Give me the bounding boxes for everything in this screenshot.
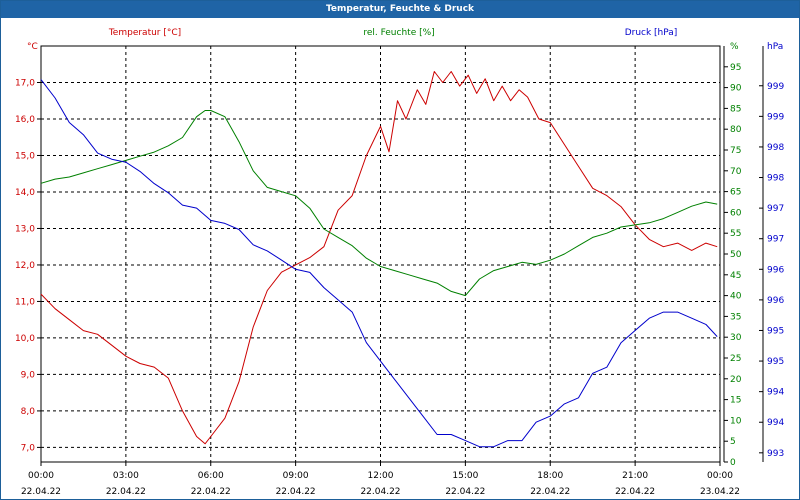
temperature-tick-label: 7,0 (21, 443, 36, 453)
pressure-tick-label: 998 (767, 143, 784, 153)
humidity-tick-label: 10 (730, 416, 742, 426)
humidity-tick-label: 50 (730, 250, 742, 260)
x-tick-label-time: 12:00 (368, 471, 394, 481)
humidity-tick-label: 80 (730, 125, 742, 135)
humidity-tick-label: 25 (730, 354, 741, 364)
x-tick-label-time: 21:00 (622, 471, 648, 481)
chart-labels: 00:00 22.04.22 03:00 22.04.22 06:00 22.04.22 0… (15, 28, 784, 497)
x-tick-label-time: 06:00 (198, 471, 224, 481)
humidity-tick-label: 70 (730, 167, 742, 177)
humidity-tick-label: 35 (730, 312, 741, 322)
pressure-unit-label: hPa (767, 42, 783, 52)
humidity-tick-label: 95 (730, 63, 741, 73)
humidity-series-line (40, 110, 718, 297)
x-tick-label-time: 00:00 (707, 471, 733, 481)
x-tick-label-date: 22.04.22 (445, 487, 485, 497)
x-tick-label-date: 22.04.22 (530, 487, 570, 497)
pressure-tick-label: 997 (767, 204, 784, 214)
temperature-tick-label: 13,0 (15, 224, 35, 234)
temperature-series-line (40, 71, 718, 445)
line-chart: 00:00 22.04.22 03:00 22.04.22 06:00 22.04.22 0… (15, 28, 784, 497)
humidity-tick-label: 85 (730, 104, 741, 114)
humidity-tick-label: 60 (730, 208, 742, 218)
x-tick-label-date: 22.04.22 (106, 487, 146, 497)
x-tick-label-date: 22.04.22 (191, 487, 231, 497)
pressure-tick-label: 996 (767, 296, 784, 306)
pressure-tick-label: 999 (767, 112, 784, 122)
x-tick-label-time: 09:00 (283, 471, 309, 481)
humidity-tick-label: 15 (730, 396, 741, 406)
x-tick-label-date: 22.04.22 (276, 487, 316, 497)
temperature-tick-label: 16,0 (15, 115, 35, 125)
temperature-tick-label: 11,0 (15, 297, 35, 307)
x-tick-label-time: 03:00 (113, 471, 139, 481)
pressure-tick-label: 995 (767, 357, 784, 367)
plot-area (40, 45, 721, 463)
temperature-tick-label: 15,0 (15, 151, 35, 161)
pressure-tick-label: 994 (767, 388, 784, 398)
humidity-tick-label: 75 (730, 146, 741, 156)
temperature-tick-label: 14,0 (15, 188, 35, 198)
x-tick-label-time: 18:00 (537, 471, 563, 481)
pressure-tick-label: 997 (767, 235, 784, 245)
humidity-tick-label: 40 (730, 292, 742, 302)
humidity-tick-label: 30 (730, 333, 742, 343)
x-tick-label-date: 22.04.22 (360, 487, 400, 497)
chart-grid (40, 45, 721, 463)
x-tick-label-date: 22.04.22 (615, 487, 655, 497)
pressure-axis-title: Druck [hPa] (625, 28, 678, 38)
pressure-tick-label: 993 (767, 449, 784, 459)
temperature-tick-label: 10,0 (15, 334, 35, 344)
window-title: Temperatur, Feuchte & Druck (1, 1, 799, 18)
humidity-tick-label: 0 (730, 458, 736, 468)
pressure-tick-label: 996 (767, 265, 784, 275)
humidity-tick-label: 65 (730, 188, 741, 198)
pressure-tick-label: 995 (767, 326, 784, 336)
humidity-tick-label: 45 (730, 271, 741, 281)
pressure-tick-label: 999 (767, 82, 784, 92)
x-tick-label-time: 15:00 (452, 471, 478, 481)
temperature-axis-title: Temperatur [°C] (108, 28, 181, 38)
x-tick-label-time: 00:00 (28, 471, 54, 481)
temperature-tick-label: 9,0 (21, 370, 36, 380)
humidity-tick-label: 90 (730, 84, 742, 94)
pressure-tick-label: 994 (767, 418, 784, 428)
chart-axes (37, 46, 764, 466)
temperature-tick-label: 17,0 (15, 78, 35, 88)
temperature-tick-label: 8,0 (21, 407, 36, 417)
temperature-unit-label: °C (27, 42, 38, 52)
x-tick-label-date: 23.04.22 (700, 487, 740, 497)
x-tick-label-date: 22.04.22 (21, 487, 61, 497)
chart-series (40, 71, 718, 448)
temperature-tick-label: 12,0 (15, 261, 35, 271)
humidity-unit-label: % (730, 42, 739, 52)
humidity-tick-label: 5 (730, 437, 736, 447)
pressure-tick-label: 998 (767, 174, 784, 184)
pressure-series-line (40, 79, 718, 448)
humidity-tick-label: 20 (730, 375, 742, 385)
humidity-tick-label: 55 (730, 229, 741, 239)
humidity-axis-title: rel. Feuchte [%] (363, 28, 434, 38)
